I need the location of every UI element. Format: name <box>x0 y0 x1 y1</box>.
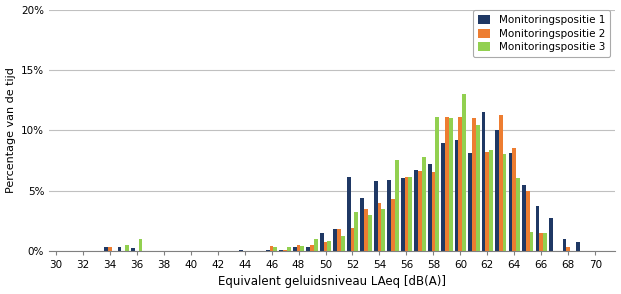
Bar <box>536 206 540 251</box>
Bar <box>516 178 520 251</box>
Bar <box>287 247 291 251</box>
Bar <box>374 181 378 251</box>
Bar <box>391 199 395 251</box>
Bar <box>324 243 327 251</box>
Bar <box>273 247 277 251</box>
Bar <box>576 243 580 251</box>
Bar <box>378 203 381 251</box>
Bar <box>499 115 503 251</box>
Bar <box>458 117 462 251</box>
Bar <box>310 245 314 251</box>
Bar <box>266 250 270 251</box>
Bar <box>108 247 112 251</box>
Bar <box>395 160 399 251</box>
Bar <box>341 236 345 251</box>
Bar <box>449 118 453 251</box>
Bar <box>293 247 297 251</box>
Bar <box>297 245 301 251</box>
Bar <box>549 218 553 251</box>
Bar <box>279 250 283 251</box>
Bar <box>489 150 493 251</box>
Bar <box>239 250 243 251</box>
Legend: Monitoringspositie 1, Monitoringspositie 2, Monitoringspositie 3: Monitoringspositie 1, Monitoringspositie… <box>473 10 610 57</box>
Bar <box>462 94 466 251</box>
Bar <box>409 177 412 251</box>
Bar <box>351 228 355 251</box>
Bar <box>468 153 472 251</box>
Bar <box>418 171 422 251</box>
Bar <box>472 118 476 251</box>
Bar <box>270 246 273 251</box>
Bar <box>432 173 435 251</box>
Bar <box>401 178 404 251</box>
Bar <box>509 153 512 251</box>
Bar <box>455 140 458 251</box>
Bar <box>495 130 499 251</box>
Bar <box>347 177 351 251</box>
Bar <box>482 112 486 251</box>
Bar <box>337 229 341 251</box>
Bar <box>526 191 530 251</box>
Bar <box>476 125 479 251</box>
Bar <box>327 241 331 251</box>
Bar <box>530 232 533 251</box>
Bar <box>522 185 526 251</box>
Bar <box>540 233 543 251</box>
Bar <box>364 209 368 251</box>
Bar <box>486 152 489 251</box>
Y-axis label: Percentage van de tijd: Percentage van de tijd <box>6 67 16 193</box>
Bar <box>360 198 364 251</box>
Bar <box>445 117 449 251</box>
Bar <box>301 246 304 251</box>
Bar <box>566 247 570 251</box>
Bar <box>442 143 445 251</box>
Bar <box>306 247 310 251</box>
Bar <box>381 209 385 251</box>
Bar <box>563 239 566 251</box>
Bar <box>435 117 439 251</box>
Bar <box>388 180 391 251</box>
Bar <box>333 229 337 251</box>
Bar <box>125 245 129 251</box>
Bar <box>355 212 358 251</box>
Bar <box>543 233 547 251</box>
X-axis label: Equivalent geluidsniveau LAeq [dB(A)]: Equivalent geluidsniveau LAeq [dB(A)] <box>218 275 446 288</box>
Bar <box>404 177 409 251</box>
Bar <box>131 248 135 251</box>
Bar <box>283 250 287 251</box>
Bar <box>428 164 432 251</box>
Bar <box>414 170 418 251</box>
Bar <box>512 148 516 251</box>
Bar <box>138 239 142 251</box>
Bar <box>422 157 425 251</box>
Bar <box>503 154 507 251</box>
Bar <box>368 215 371 251</box>
Bar <box>117 247 121 251</box>
Bar <box>320 233 324 251</box>
Bar <box>314 239 318 251</box>
Bar <box>104 247 108 251</box>
